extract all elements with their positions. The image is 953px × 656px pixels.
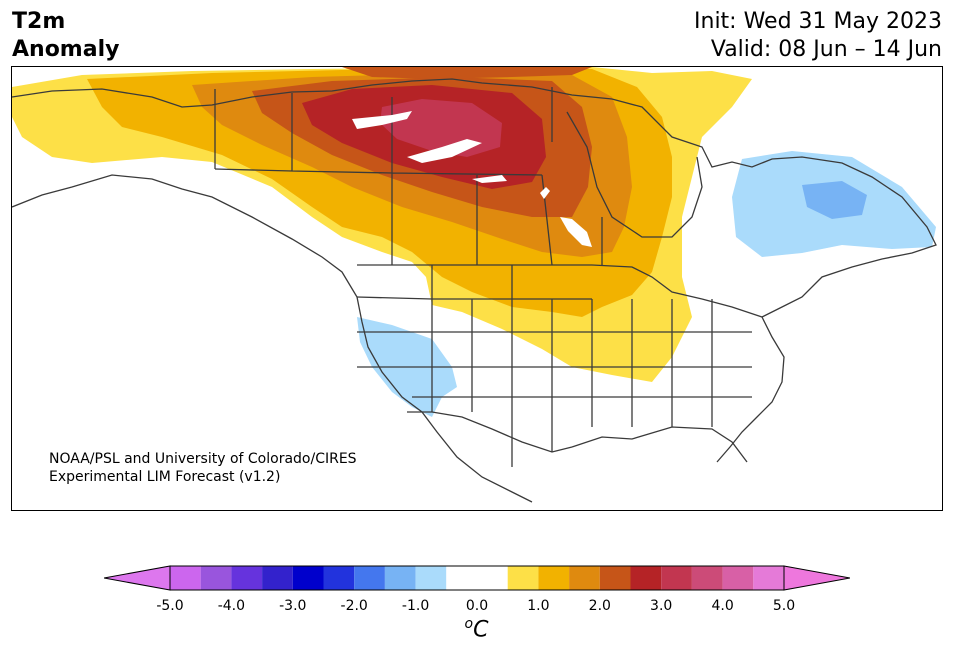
- colorbar-segment: [538, 566, 570, 590]
- colorbar-segment: [231, 566, 263, 590]
- colorbar-tick-label: -1.0: [401, 598, 430, 614]
- colorbar-segment: [384, 566, 416, 590]
- colorbar-segment: [569, 566, 600, 590]
- colorbar-tick-label: -4.0: [217, 598, 246, 614]
- state-lines: [356, 265, 752, 467]
- colorbar-tick-label: -5.0: [156, 598, 184, 614]
- colorbar-tick-label: -3.0: [279, 598, 307, 614]
- colorbar-tick-label: 4.0: [711, 598, 734, 614]
- colorbar-segment: [415, 566, 447, 590]
- colorbar-segment: [323, 566, 355, 590]
- colorbar-segment: [354, 566, 385, 590]
- colorbar-segment: [661, 566, 692, 590]
- credit-model: Experimental LIM Forecast (v1.2): [49, 469, 281, 485]
- colorbar-segment: [262, 566, 293, 590]
- coastline-hudson-bay: [566, 111, 703, 238]
- cool-contour-east-canada-1.5: [802, 181, 867, 219]
- colorbar-segment: [630, 566, 662, 590]
- colorbar-segment: [599, 566, 631, 590]
- lake-winnipeg: [560, 217, 592, 247]
- colorbar-segment: [753, 566, 784, 590]
- map-canvas: [12, 67, 937, 503]
- colorbar: [104, 565, 850, 591]
- forecast-dates: Init: Wed 31 May 2023 Valid: 08 Jun – 14…: [694, 8, 942, 64]
- map-outlines: [12, 78, 937, 503]
- colorbar-tick-label: 0.0: [465, 598, 489, 614]
- init-date: Init: Wed 31 May 2023: [694, 9, 942, 34]
- province-lines: [214, 87, 603, 266]
- colorbar-tick-label: -2.0: [340, 598, 368, 614]
- colorbar-segment: [446, 566, 508, 590]
- colorbar-segment: [722, 566, 754, 590]
- credit-institution: NOAA/PSL and University of Colorado/CIRE…: [49, 451, 357, 467]
- colorbar-tick-label: 3.0: [650, 598, 673, 614]
- title-quantity: Anomaly: [12, 37, 120, 62]
- colorbar-tick-label: 1.0: [527, 598, 550, 614]
- lake-athabasca: [472, 175, 507, 183]
- colorbar-under-extension: [104, 565, 171, 591]
- forecast-credit: NOAA/PSL and University of Colorado/CIRE…: [49, 450, 357, 486]
- title-variable: T2m: [12, 9, 66, 34]
- anomaly-map: [11, 66, 943, 511]
- colorbar-over-extension: [783, 565, 850, 591]
- coastline-alaska-canada: [12, 78, 937, 318]
- colorbar-ticks: -5.0 -4.0 -3.0 -2.0 -1.0 0.0 1.0 2.0 3.0 4.0 5.0: [0, 598, 953, 618]
- colorbar-tick-label: 2.0: [588, 598, 611, 614]
- lake-small: [540, 187, 550, 199]
- colorbar-segment: [292, 566, 324, 590]
- colorbar-segment: [170, 566, 201, 590]
- colorbar-unit: oC: [464, 616, 489, 643]
- border-us-canada: [357, 264, 763, 318]
- colorbar-segment: [200, 566, 232, 590]
- lake-shapes: [352, 111, 592, 247]
- coastline-atlantic: [716, 316, 785, 463]
- great-bear-lake: [352, 111, 412, 129]
- colorbar-segment: [691, 566, 723, 590]
- coastline-pacific: [12, 174, 533, 503]
- anomaly-contour-arctic: [342, 67, 592, 79]
- border-us-mexico: [407, 411, 573, 453]
- great-slave-lake: [407, 139, 482, 163]
- colorbar-tick-label: 5.0: [772, 598, 796, 614]
- map-title: T2m Anomaly: [12, 8, 119, 64]
- valid-range: Valid: 08 Jun – 14 Jun: [710, 37, 942, 62]
- colorbar-outline: [169, 565, 785, 591]
- warm-anomaly-shading: [12, 67, 752, 382]
- colorbar-segment: [507, 566, 539, 590]
